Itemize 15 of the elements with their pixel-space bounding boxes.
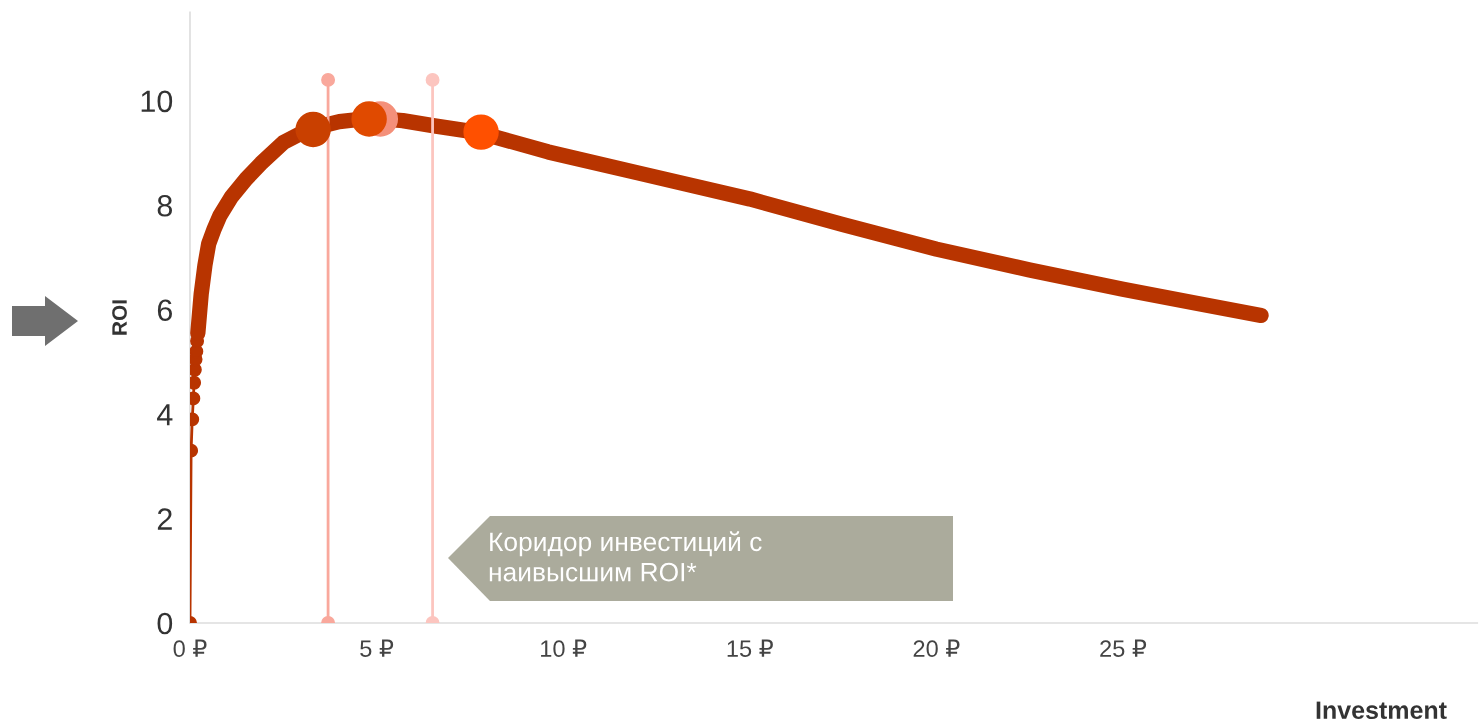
y-tick-label: 0 xyxy=(157,612,173,635)
x-tick-label: 25 ₽ xyxy=(1100,639,1147,658)
y-axis-title: ROI xyxy=(112,300,127,335)
annotation: Коридор инвестиций с наивысшим ROI* xyxy=(489,531,762,582)
x-tick-label: 5 ₽ xyxy=(360,639,394,658)
y-tick-label: 8 xyxy=(157,194,173,217)
x-tick-label: 0 ₽ xyxy=(173,639,207,658)
y-tick-label: 6 xyxy=(157,299,172,322)
x-tick-label: 10 ₽ xyxy=(541,639,587,658)
x-tick-label: 15 ₽ xyxy=(727,639,773,658)
y-tick-label: 2 xyxy=(157,508,172,530)
x-axis-title: Investment xyxy=(1316,701,1447,720)
x-tick-label: 20 ₽ xyxy=(913,639,960,658)
y-tick-label: 10 xyxy=(141,90,173,113)
y-tick-label: 4 xyxy=(157,404,173,426)
